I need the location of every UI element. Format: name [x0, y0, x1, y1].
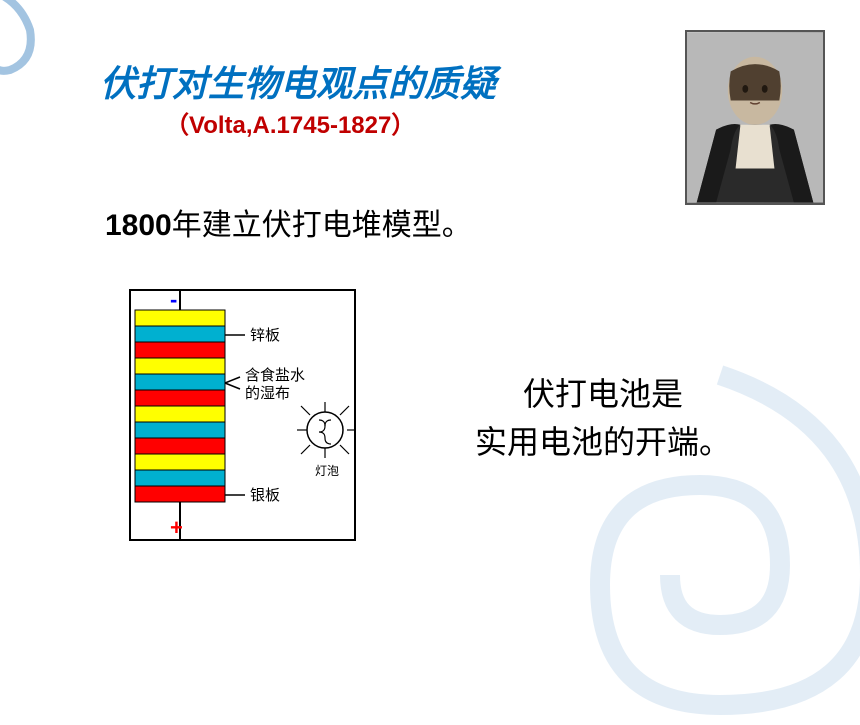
svg-text:锌板: 锌板 [250, 326, 280, 344]
slide-title: 伏打对生物电观点的质疑 [100, 55, 496, 107]
svg-text:含食盐水: 含食盐水 [245, 367, 305, 384]
right-line2: 实用电池的开端。 [475, 418, 731, 466]
year: 1800 [105, 209, 172, 242]
svg-text:+: + [170, 515, 183, 540]
voltaic-pile-diagram: - + 锌板 含食盐水 的湿布 银板 灯泡 [115, 275, 375, 555]
main-text-rest: 年建立伏打电堆模型。 [172, 209, 472, 242]
svg-text:-: - [170, 287, 177, 312]
main-text: 1800年建立伏打电堆模型。 [105, 200, 472, 244]
right-line1: 伏打电池是 [475, 370, 731, 418]
svg-text:的湿布: 的湿布 [245, 385, 290, 402]
slide-subtitle: （Volta,A.1745-1827） [165, 105, 415, 140]
svg-text:灯泡: 灯泡 [315, 464, 339, 478]
right-caption: 伏打电池是 实用电池的开端。 [475, 370, 731, 466]
volta-portrait [685, 30, 825, 205]
svg-text:银板: 银板 [250, 486, 280, 504]
